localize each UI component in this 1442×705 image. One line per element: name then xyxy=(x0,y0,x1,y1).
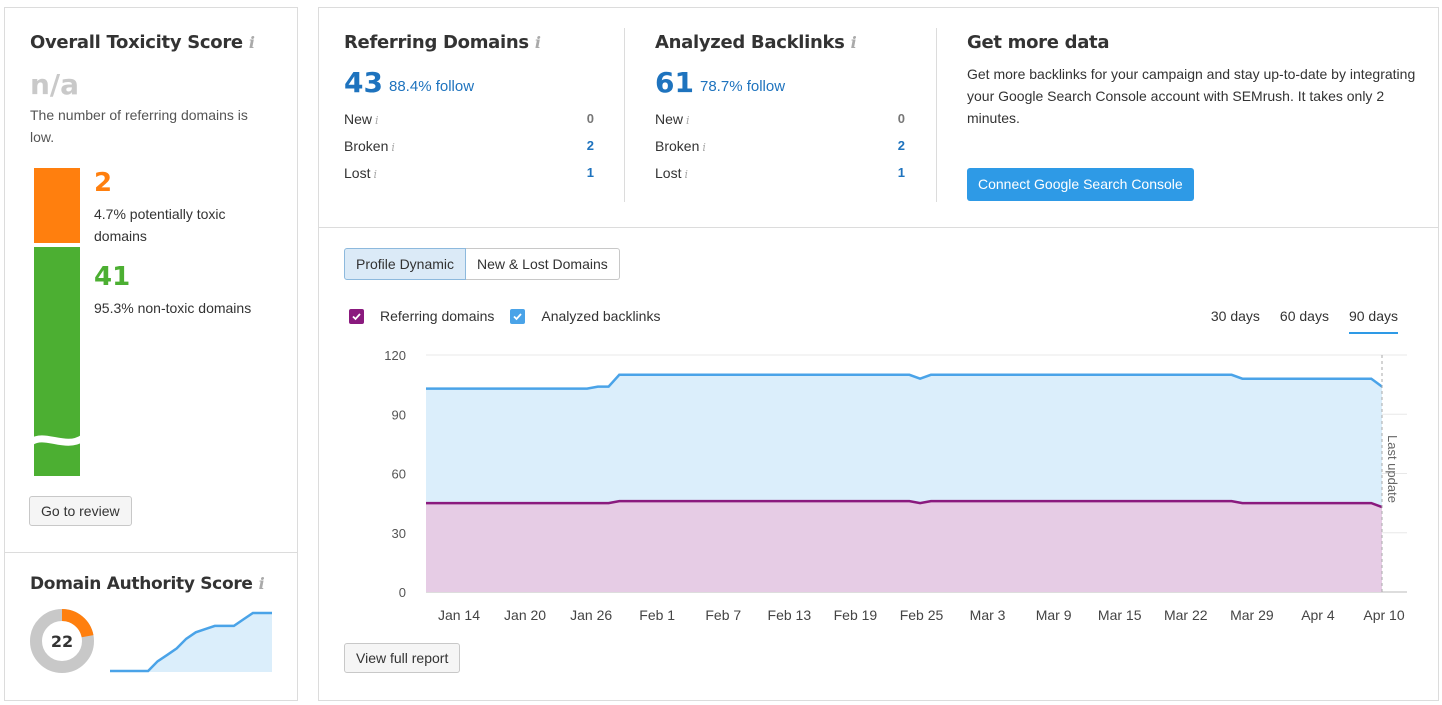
stat-row-new: New i 0 xyxy=(655,108,905,130)
stat-value[interactable]: 1 xyxy=(586,165,594,180)
stat-row-lost: Lost i 1 xyxy=(344,162,594,184)
toxic-bar xyxy=(34,168,80,243)
checkbox-icon[interactable] xyxy=(510,308,526,324)
info-icon[interactable]: i xyxy=(684,168,688,181)
toxicity-description: The number of referring domains is low. xyxy=(30,107,248,145)
stat-value[interactable]: 2 xyxy=(897,138,905,153)
bar-break-icon xyxy=(28,434,85,446)
analyzed-backlinks-block: Analyzed Backlinks i 61 78.7% follow New i… xyxy=(655,8,905,226)
stat-row-broken: Broken i 2 xyxy=(655,135,905,157)
referring-domains-title: Referring Domains i xyxy=(344,32,541,53)
trend-line xyxy=(110,611,272,673)
divider xyxy=(5,552,297,553)
info-icon[interactable]: i xyxy=(258,574,265,593)
period-selector: 30 days 60 days 90 days xyxy=(1191,308,1398,334)
stat-value[interactable]: 1 xyxy=(897,165,905,180)
y-tick-label: 60 xyxy=(392,467,406,482)
info-icon[interactable]: i xyxy=(375,114,379,127)
nontoxic-count: 41 xyxy=(94,262,131,292)
period-90-days[interactable]: 90 days xyxy=(1348,308,1398,334)
x-tick-label: Mar 29 xyxy=(1230,607,1274,623)
get-more-text: Get more backlinks for your campaign and… xyxy=(967,66,1416,126)
backlinks-panel: Referring Domains i 43 88.4% follow New i … xyxy=(318,7,1439,701)
y-tick-label: 90 xyxy=(392,407,406,422)
last-update-label: Last update xyxy=(1385,435,1400,503)
analyzed-backlinks-title: Analyzed Backlinks i xyxy=(655,32,857,53)
referring-domains-value[interactable]: 43 xyxy=(344,66,383,99)
x-tick-label: Mar 9 xyxy=(1036,607,1072,623)
x-tick-label: Jan 26 xyxy=(570,607,612,623)
x-tick-label: Feb 25 xyxy=(900,607,944,623)
x-tick-label: Feb 13 xyxy=(768,607,812,623)
series-area xyxy=(426,501,1382,592)
toxicity-score: n/a xyxy=(30,68,80,101)
tab-new-lost-domains[interactable]: New & Lost Domains xyxy=(466,248,620,280)
legend-referring-domains[interactable]: Referring domains xyxy=(349,308,494,324)
nontoxic-label: 95.3% non-toxic domains xyxy=(94,300,252,316)
info-icon[interactable]: i xyxy=(686,114,690,127)
connect-gsc-button[interactable]: Connect Google Search Console xyxy=(967,168,1194,201)
chart-tabs: Profile Dynamic New & Lost Domains xyxy=(344,248,620,280)
y-tick-label: 0 xyxy=(399,585,406,600)
stat-value: 0 xyxy=(897,111,905,126)
x-tick-label: Mar 15 xyxy=(1098,607,1142,623)
x-tick-label: Feb 1 xyxy=(639,607,675,623)
authority-title: Domain Authority Score i xyxy=(30,574,265,594)
info-icon[interactable]: i xyxy=(850,33,857,52)
tab-profile-dynamic[interactable]: Profile Dynamic xyxy=(344,248,467,280)
go-to-review-button[interactable]: Go to review xyxy=(29,496,132,526)
divider xyxy=(936,28,937,202)
info-icon[interactable]: i xyxy=(248,33,255,52)
get-more-title: Get more data xyxy=(967,32,1110,53)
trend-area xyxy=(110,613,272,672)
x-tick-label: Feb 7 xyxy=(705,607,741,623)
stat-row-new: New i 0 xyxy=(344,108,594,130)
toxicity-panel: Overall Toxicity Score i n/a The number o… xyxy=(4,7,298,701)
legend-analyzed-backlinks[interactable]: Analyzed backlinks xyxy=(510,308,660,324)
toxic-label: 4.7% potentially toxic domains xyxy=(94,206,226,244)
divider xyxy=(624,28,625,202)
x-tick-label: Mar 22 xyxy=(1164,607,1208,623)
series-line xyxy=(426,373,1383,390)
referring-domains-block: Referring Domains i 43 88.4% follow New i … xyxy=(344,8,594,226)
series-line xyxy=(426,499,1383,509)
authority-trend-chart xyxy=(110,611,272,673)
x-tick-label: Apr 4 xyxy=(1301,607,1335,623)
stat-value: 0 xyxy=(586,111,594,126)
stat-value[interactable]: 2 xyxy=(586,138,594,153)
y-tick-label: 30 xyxy=(392,526,406,541)
analyzed-backlinks-follow[interactable]: 78.7% follow xyxy=(700,78,786,95)
info-icon[interactable]: i xyxy=(391,141,395,154)
info-icon[interactable]: i xyxy=(534,33,541,52)
info-icon[interactable]: i xyxy=(373,168,377,181)
checkbox-icon[interactable] xyxy=(349,308,364,324)
toxic-count: 2 xyxy=(94,168,113,198)
x-tick-label: Jan 20 xyxy=(504,607,546,623)
y-tick-label: 120 xyxy=(384,348,406,363)
referring-domains-follow[interactable]: 88.4% follow xyxy=(389,78,475,95)
authority-donut: 22 xyxy=(30,609,94,673)
x-tick-label: Mar 3 xyxy=(970,607,1006,623)
view-full-report-button[interactable]: View full report xyxy=(344,643,461,673)
x-tick-label: Jan 14 xyxy=(438,607,480,623)
stat-row-broken: Broken i 2 xyxy=(344,135,594,157)
divider xyxy=(319,227,1438,228)
stat-row-lost: Lost i 1 xyxy=(655,162,905,184)
x-tick-label: Feb 19 xyxy=(834,607,878,623)
period-30-days[interactable]: 30 days xyxy=(1210,308,1260,324)
profile-dynamic-chart: 0 30 60 90 120 Last update Jan 14 Jan 20 Jan 26 F… xyxy=(384,348,1407,623)
period-60-days[interactable]: 60 days xyxy=(1279,308,1329,324)
info-icon[interactable]: i xyxy=(702,141,706,154)
chart-legend: Referring domains Analyzed backlinks xyxy=(349,308,676,324)
authority-score: 22 xyxy=(51,632,73,651)
analyzed-backlinks-value[interactable]: 61 xyxy=(655,66,694,99)
x-tick-label: Apr 10 xyxy=(1363,607,1404,623)
toxicity-title: Overall Toxicity Score i xyxy=(30,32,255,53)
